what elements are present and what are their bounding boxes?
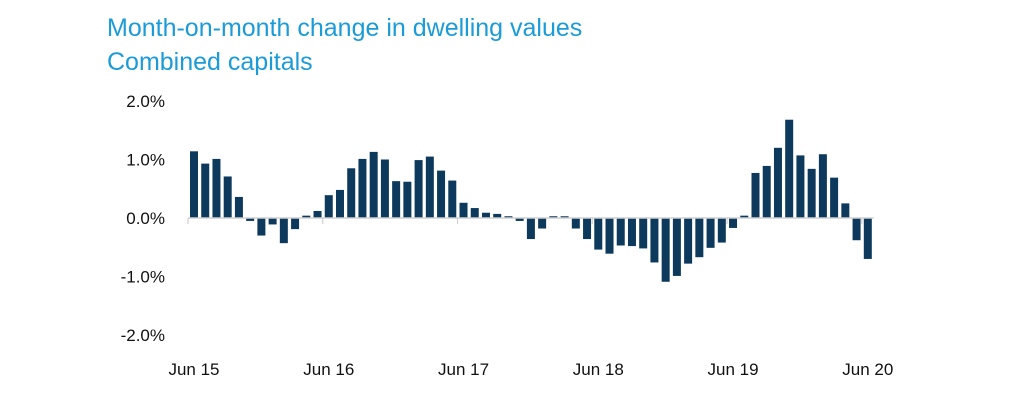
- bar-oct-15: [234, 196, 243, 218]
- x-tick-label: Jun 15: [168, 360, 219, 379]
- bar-jul-16: [335, 189, 344, 218]
- bar-nov-17: [515, 218, 524, 221]
- bar-aug-16: [347, 168, 356, 218]
- bar-mar-17: [425, 156, 434, 218]
- bar-oct-19: [773, 147, 782, 218]
- x-tick-label: Jun 19: [708, 360, 759, 379]
- bar-apr-18: [571, 218, 580, 229]
- bar-jan-16: [268, 218, 277, 225]
- x-tick-label: Jun 20: [842, 360, 893, 379]
- bar-jun-16: [324, 195, 333, 218]
- bar-jun-17: [459, 202, 468, 218]
- bar-sep-16: [358, 158, 367, 218]
- bar-sep-17: [493, 213, 502, 218]
- bar-apr-20: [841, 203, 850, 218]
- bar-sep-15: [223, 176, 232, 218]
- x-axis: Jun 15 Jun 16 Jun 17 Jun 18 Jun 19 Jun 20: [168, 218, 893, 379]
- bar-mar-20: [830, 177, 839, 218]
- bar-may-19: [717, 218, 726, 243]
- y-tick-label: -1.0%: [121, 268, 165, 287]
- bars: [190, 119, 872, 282]
- bar-dec-16: [392, 181, 401, 218]
- bar-apr-16: [302, 215, 311, 218]
- bar-jan-18: [538, 218, 547, 229]
- y-tick-label: 0.0%: [126, 209, 165, 228]
- bar-jun-15: [190, 151, 198, 218]
- bar-feb-20: [818, 154, 827, 218]
- bar-feb-18: [549, 216, 558, 218]
- bar-aug-18: [616, 218, 625, 246]
- bar-sep-18: [627, 218, 636, 247]
- bar-dec-18: [661, 218, 670, 282]
- bar-jul-15: [201, 163, 210, 218]
- bar-jan-19: [672, 218, 681, 276]
- bar-aug-15: [212, 158, 221, 218]
- bar-feb-16: [279, 218, 288, 244]
- bar-jan-17: [403, 181, 412, 218]
- bar-may-16: [313, 210, 322, 218]
- x-tick-label: Jun 16: [303, 360, 354, 379]
- bar-jun-19: [729, 218, 738, 228]
- bar-jul-18: [605, 218, 614, 254]
- y-axis: 2.0% 1.0% 0.0% -1.0% -2.0%: [121, 92, 165, 345]
- y-tick-label: -2.0%: [121, 326, 165, 345]
- bar-jan-20: [807, 168, 816, 218]
- bar-dec-19: [796, 155, 805, 218]
- bar-sep-19: [762, 165, 771, 218]
- bar-may-17: [448, 180, 457, 218]
- bar-nov-16: [380, 159, 389, 218]
- bar-mar-18: [560, 216, 569, 218]
- bar-aug-17: [481, 212, 490, 218]
- x-tick-label: Jun 18: [573, 360, 624, 379]
- bar-nov-15: [246, 218, 255, 221]
- bar-apr-17: [437, 170, 446, 218]
- bar-nov-19: [785, 119, 794, 218]
- bar-aug-19: [751, 172, 760, 218]
- x-tick-label: Jun 17: [438, 360, 489, 379]
- y-tick-label: 2.0%: [126, 92, 165, 111]
- bar-dec-17: [526, 218, 535, 240]
- bar-jul-17: [470, 208, 479, 218]
- bar-mar-19: [695, 218, 704, 258]
- bar-dec-15: [257, 218, 266, 236]
- bar-oct-17: [504, 216, 513, 218]
- chart-title: Month-on-month change in dwelling values: [107, 14, 583, 42]
- chart-subtitle: Combined capitals: [107, 48, 313, 76]
- y-tick-label: 1.0%: [126, 151, 165, 170]
- bar-apr-19: [706, 218, 715, 248]
- bar-jun-18: [594, 218, 603, 250]
- bar-may-20: [852, 218, 861, 241]
- bar-jun-20: [863, 218, 872, 259]
- bar-jul-19: [740, 215, 749, 218]
- bar-feb-19: [684, 218, 693, 264]
- bar-may-18: [583, 218, 592, 240]
- bar-mar-16: [291, 218, 300, 230]
- bar-oct-18: [639, 218, 648, 249]
- bar-nov-18: [650, 218, 659, 263]
- bar-feb-17: [414, 160, 423, 218]
- bar-oct-16: [369, 151, 378, 218]
